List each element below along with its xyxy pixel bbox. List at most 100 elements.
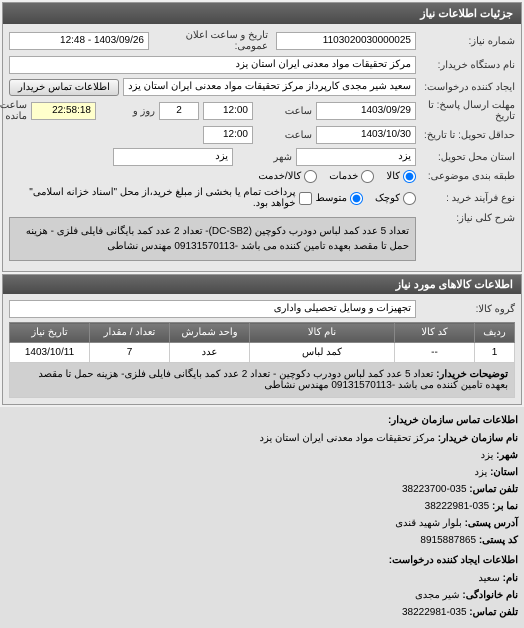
phone2-line: تلفن تماس: 035-38222981 [6,605,518,621]
city-line: شهر: یزد [6,448,518,464]
days-value: 2 [159,102,199,120]
name-line: نام: سعید [6,571,518,587]
radio-medium-input[interactable] [350,192,363,205]
col-qty: تعداد / مقدار [90,323,170,343]
province-value: یزد [475,467,488,478]
location-city-value: یزد [113,148,233,166]
purchase-note-check[interactable]: پرداخت تمام یا بخشی از مبلغ خرید،از محل … [9,187,312,209]
days-label: روز و [100,106,155,117]
radio-credit-label: کالا/خدمت [258,171,301,182]
row-delivery: حداقل تحویل: تا تاریخ: 1403/10/30 ساعت 1… [9,126,515,144]
panel2-header: اطلاعات کالاهای مورد نیاز [3,275,521,294]
cell-code: -- [395,343,475,363]
row-buyer-device: نام دستگاه خریدار: مرکز تحقیقات مواد معد… [9,56,515,74]
postal-value: 8915887865 [420,535,476,546]
buyer-contact-button[interactable]: اطلاعات تماس خریدار [9,79,119,96]
table-row: 1 -- کمد لباس عدد 7 1403/10/11 [10,343,515,363]
group-value: تجهیزات و وسایل تحصیلی واداری [9,300,416,318]
phone-value: 035-38223700 [402,484,467,495]
requester-value: سعید شیر مجدی کارپرداز مرکز تحقیقات مواد… [123,78,416,96]
province-line: استان: یزد [6,465,518,481]
radio-small[interactable]: کوچک [375,192,416,205]
row-purchase-type: نوع فرآیند خرید : کوچک متوسط پرداخت تمام… [9,187,515,209]
request-number-value: 1103020030000025 [276,32,416,50]
deadline-date-value: 1403/09/29 [316,102,416,120]
col-date: تاریخ نیاز [10,323,90,343]
radio-credit-input[interactable] [304,170,317,183]
cell-idx: 1 [475,343,515,363]
goods-info-panel: اطلاعات کالاهای مورد نیاز گروه کالا: تجه… [2,274,522,405]
contact-header-2: اطلاعات ایجاد کننده درخواست: [6,553,518,569]
public-date-value: 1403/09/26 - 12:48 [9,32,149,50]
panel1-header: جزئیات اطلاعات نیاز [3,3,521,24]
delivery-date-value: 1403/10/30 [316,126,416,144]
name-value: سعید [478,573,499,584]
purchase-type-radios: کوچک متوسط [316,192,416,205]
location-province-value: یزد [296,148,416,166]
radio-goods-input[interactable] [403,170,416,183]
address-line: آدرس پستی: بلوار شهید قندی [6,516,518,532]
goods-table: ردیف کد کالا نام کالا واحد شمارش تعداد /… [9,322,515,398]
row-deadline: مهلت ارسال پاسخ: تا تاریخ 1403/09/29 ساع… [9,100,515,122]
table-note-row: توضیحات خریدار: تعداد 5 عدد کمد لباس دود… [10,363,515,398]
phone2-label: تلفن تماس: [469,607,518,618]
delivery-label: حداقل تحویل: تا تاریخ: [420,130,515,141]
city-label-2: شهر: [496,450,518,461]
phone-label: تلفن تماس: [469,484,518,495]
deadline-label: مهلت ارسال پاسخ: تا تاریخ [420,100,515,122]
family-line: نام خانوادگی: شیر مجدی [6,588,518,604]
radio-goods[interactable]: کالا [386,170,416,183]
table-note-cell: توضیحات خریدار: تعداد 5 عدد کمد لباس دود… [10,363,515,398]
radio-services-input[interactable] [361,170,374,183]
name-label: نام: [503,573,518,584]
purchase-note-text: پرداخت تمام یا بخشی از مبلغ خرید،از محل … [9,187,296,209]
fax-value: 035-38222981 [425,501,490,512]
col-idx: ردیف [475,323,515,343]
phone-line: تلفن تماس: 035-38223700 [6,482,518,498]
purchase-note-checkbox[interactable] [299,192,312,205]
buyer-device-label: نام دستگاه خریدار: [420,60,515,71]
radio-credit[interactable]: کالا/خدمت [258,170,317,183]
group-label: گروه کالا: [420,304,515,315]
desc-text: تعداد 5 عدد کمد لباس دودرب دکوچین (DC-SB… [9,217,416,261]
buy-method-label: طبقه بندی موضوعی: [420,171,515,182]
row-group: گروه کالا: تجهیزات و وسایل تحصیلی واداری [9,300,515,318]
family-label: نام خانوادگی: [462,590,518,601]
radio-medium[interactable]: متوسط [316,192,363,205]
col-name: نام کالا [250,323,395,343]
row-location: استان محل تحویل: یزد شهر یزد [9,148,515,166]
panel2-body: گروه کالا: تجهیزات و وسایل تحصیلی واداری… [3,294,521,404]
public-date-label: تاریخ و ساعت اعلان عمومی: [153,30,268,52]
city-label: شهر [237,152,292,163]
org-value: مرکز تحقیقات مواد معدنی ایران استان یزد [259,433,434,444]
col-unit: واحد شمارش [170,323,250,343]
remaining-label: ساعت باقی مانده [0,100,27,122]
phone2-value: 035-38222981 [402,607,467,618]
time-label-2: ساعت [257,130,312,141]
contact-header-1: اطلاعات تماس سازمان خریدار: [6,413,518,429]
cell-qty: 7 [90,343,170,363]
radio-services-label: خدمات [329,171,358,182]
radio-medium-label: متوسط [316,193,347,204]
desc-label: شرح کلی نیاز: [420,213,515,224]
requester-label: ایجاد کننده درخواست: [420,82,515,93]
buyer-device-value: مرکز تحقیقات مواد معدنی ایران استان یزد [9,56,416,74]
location-label: استان محل تحویل: [420,152,515,163]
city-value: یزد [481,450,494,461]
province-label: استان: [490,467,518,478]
org-label: نام سازمان خریدار: [438,433,518,444]
remaining-time-value: 22:58:18 [31,102,96,120]
fax-label: نما بر: [492,501,518,512]
radio-small-input[interactable] [403,192,416,205]
buy-method-radios: کالا خدمات کالا/خدمت [258,170,416,183]
radio-services[interactable]: خدمات [329,170,374,183]
family-value: شیر مجدی [415,590,460,601]
col-code: کد کالا [395,323,475,343]
fax-line: نما بر: 035-38222981 [6,499,518,515]
request-number-label: شماره نیاز: [420,36,515,47]
radio-goods-label: کالا [386,171,400,182]
cell-unit: عدد [170,343,250,363]
contact-info-section: اطلاعات تماس سازمان خریدار: نام سازمان خ… [0,407,524,628]
delivery-time-value: 12:00 [203,126,253,144]
purchase-type-label: نوع فرآیند خرید : [420,193,515,204]
